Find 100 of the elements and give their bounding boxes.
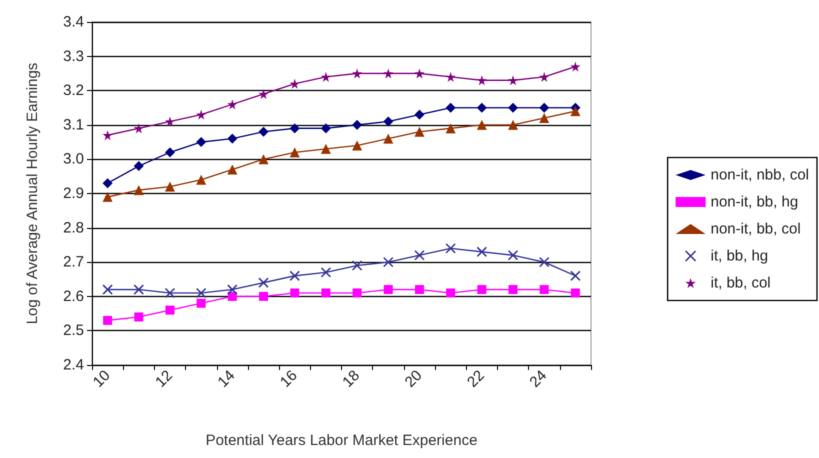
point (383, 134, 394, 144)
x-tick-label: 16 (276, 366, 301, 391)
point (476, 246, 488, 258)
y-tick-label: 2.6 (63, 288, 84, 305)
point (383, 116, 394, 126)
point (196, 288, 206, 298)
point (134, 123, 144, 134)
point (352, 68, 362, 78)
point (539, 72, 550, 82)
point (508, 102, 518, 113)
point (134, 185, 144, 196)
point (258, 126, 269, 137)
point (102, 130, 113, 140)
point (508, 285, 518, 294)
point (383, 256, 394, 268)
point (102, 192, 113, 202)
point (476, 120, 487, 130)
x-tick-label: 10 (90, 366, 114, 391)
point (414, 68, 424, 78)
point (196, 137, 206, 148)
legend-label: non-it, nbb, col (710, 166, 810, 184)
point (290, 147, 300, 158)
point (227, 134, 238, 144)
x-tick-label: 14 (214, 366, 238, 391)
point (414, 126, 424, 137)
point (164, 182, 175, 192)
point (290, 288, 300, 298)
point (102, 178, 113, 188)
point (320, 123, 331, 134)
point (164, 147, 175, 158)
point (290, 123, 300, 134)
point (414, 110, 424, 120)
legend-label: non-it, bb, hg (710, 194, 798, 210)
point (384, 285, 393, 294)
point (228, 292, 237, 301)
point (290, 78, 300, 89)
point (352, 260, 362, 271)
y-tick-label: 2.9 (63, 185, 84, 202)
point (259, 292, 268, 301)
point (414, 285, 424, 294)
point (196, 298, 206, 308)
legend-label: it, bb, col (710, 274, 771, 292)
point (540, 285, 549, 294)
y-axis-title: Log of Average Annual Hourly Earnings (24, 62, 41, 324)
point (476, 75, 487, 86)
point (196, 174, 206, 185)
y-tick-label: 3.0 (63, 150, 84, 168)
point (134, 161, 144, 172)
x-tick-label: 20 (402, 366, 426, 391)
point (477, 285, 486, 294)
point (383, 68, 394, 78)
point (103, 316, 112, 325)
point (570, 288, 580, 298)
y-tick-label: 2.7 (63, 254, 84, 271)
point (446, 102, 456, 113)
point (570, 106, 580, 116)
legend-label: non-it, bb, col (710, 220, 801, 238)
point (258, 277, 269, 288)
point (227, 284, 238, 295)
point (446, 123, 456, 134)
point (320, 144, 331, 154)
point (227, 99, 238, 110)
point (227, 164, 238, 174)
legend-label: it, bb, hg (710, 248, 768, 264)
point (164, 288, 176, 298)
point (165, 306, 174, 315)
point (134, 284, 144, 295)
point (258, 89, 269, 100)
point (476, 102, 487, 113)
y-tick-label: 3.3 (63, 48, 84, 65)
y-tick-label: 2.5 (63, 322, 84, 340)
point (196, 110, 206, 120)
y-tick-label: 2.4 (63, 356, 84, 374)
point (539, 113, 550, 124)
point (258, 154, 269, 164)
point (446, 72, 456, 82)
y-tick-label: 3.4 (63, 14, 84, 30)
x-tick-label: 22 (464, 366, 488, 391)
point (414, 250, 425, 260)
point (352, 140, 362, 150)
point (445, 243, 456, 254)
point (320, 72, 331, 82)
point (289, 270, 300, 282)
x-axis-title: Potential Years Labor Market Experience (206, 432, 478, 449)
y-tick-label: 2.8 (63, 219, 84, 236)
point (134, 312, 144, 322)
point (539, 102, 550, 113)
x-tick-label: 24 (526, 366, 550, 391)
x-tick-label: 18 (339, 366, 364, 391)
y-tick-label: 3.1 (63, 116, 84, 134)
point (352, 120, 362, 130)
y-tick-label: 3.2 (63, 82, 84, 100)
point (446, 288, 456, 298)
point (538, 256, 550, 268)
point (164, 116, 175, 126)
point (508, 250, 518, 260)
x-tick-label: 12 (152, 366, 176, 391)
point (508, 120, 518, 130)
point (570, 62, 580, 72)
point (508, 75, 518, 86)
